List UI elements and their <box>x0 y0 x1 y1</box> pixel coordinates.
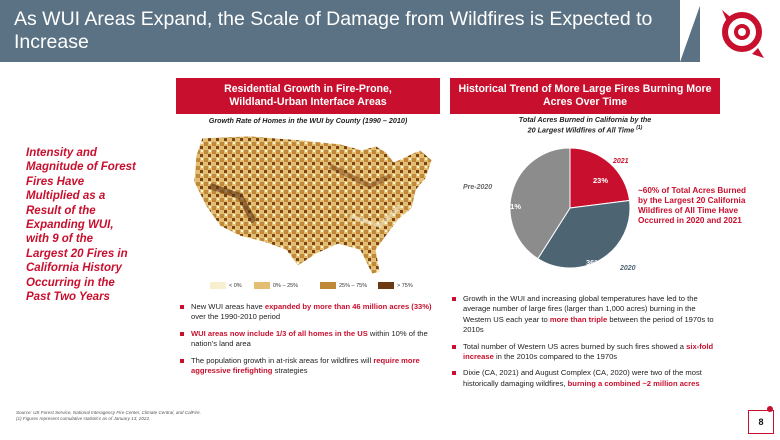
left-banner-line2: Wildland-Urban Interface Areas <box>229 96 387 108</box>
list-item: New WUI areas have expanded by more than… <box>180 302 438 323</box>
chart-caption: Total Acres Burned in California by the … <box>450 115 720 134</box>
slice-label-pre2020: Pre-2020 <box>463 184 493 191</box>
left-bullets: New WUI areas have expanded by more than… <box>180 302 438 382</box>
legend-label: > 75% <box>397 283 413 289</box>
header-edge <box>680 0 702 62</box>
right-banner-line2: Acres Over Time <box>542 96 627 108</box>
legend-swatch <box>254 282 270 289</box>
footnotes: Source: US Forest Service, National Inte… <box>16 410 616 422</box>
list-item: Total number of Western US acres burned … <box>452 342 724 363</box>
legend-swatch <box>378 282 394 289</box>
pie-callout: ~60% of Total Acres Burned by the Larges… <box>638 186 747 225</box>
data-label-pre2020: 41% <box>506 202 522 211</box>
footnote-1: (1) Figures represent cumulative statist… <box>16 416 151 421</box>
slice-label-2021: 2021 <box>613 158 629 165</box>
legend-label: < 0% <box>229 283 242 289</box>
us-wui-map <box>193 135 433 275</box>
company-logo <box>700 0 780 62</box>
right-section-banner: Historical Trend of More Large Fires Bur… <box>450 78 720 114</box>
page-dot-icon <box>767 406 773 412</box>
pie-slice-pre-2020 <box>509 147 571 260</box>
logo-icon <box>722 10 764 58</box>
list-item: The population growth in at-risk areas f… <box>180 356 438 377</box>
legend-swatch <box>210 282 226 289</box>
chart-caption-line2: 20 Largest Wildfires of All Time (1) <box>527 125 643 135</box>
data-label-2020: 36% <box>586 258 602 267</box>
pie-slice-2021 <box>569 147 631 209</box>
legend-label: 0% – 25% <box>273 283 299 289</box>
page-title: As WUI Areas Expand, the Scale of Damage… <box>14 8 653 53</box>
map-caption: Growth Rate of Homes in the WUI by Count… <box>208 116 408 125</box>
list-item: Dixie (CA, 2021) and August Complex (CA,… <box>452 368 724 389</box>
data-label-2021: 23% <box>593 176 609 185</box>
left-section-banner: Residential Growth in Fire-Prone, Wildla… <box>176 78 440 114</box>
us-map-shape <box>193 135 433 275</box>
chart-caption-line1: Total Acres Burned in California by the <box>518 115 652 124</box>
map-legend: < 0% 0% – 25% 25% – 75% > 75% <box>210 282 420 294</box>
legend-swatch <box>320 282 336 289</box>
left-callout: Intensity and Magnitude of Forest Fires … <box>26 147 136 304</box>
title-bar: As WUI Areas Expand, the Scale of Damage… <box>0 0 702 62</box>
right-banner-line1: Historical Trend of More Large Fires Bur… <box>458 83 712 95</box>
slice-label-2020: 2020 <box>620 265 636 272</box>
list-item: Growth in the WUI and increasing global … <box>452 294 724 336</box>
left-banner-line1: Residential Growth in Fire-Prone, <box>224 83 392 95</box>
list-item: WUI areas now include 1/3 of all homes i… <box>180 329 438 350</box>
pie-slice-2020 <box>537 199 631 269</box>
page-number: 8 <box>748 410 774 434</box>
source-note: Source: US Forest Service, National Inte… <box>16 410 201 415</box>
legend-label: 25% – 75% <box>339 283 368 289</box>
right-bullets: Growth in the WUI and increasing global … <box>452 294 724 395</box>
pie-chart <box>509 147 631 269</box>
